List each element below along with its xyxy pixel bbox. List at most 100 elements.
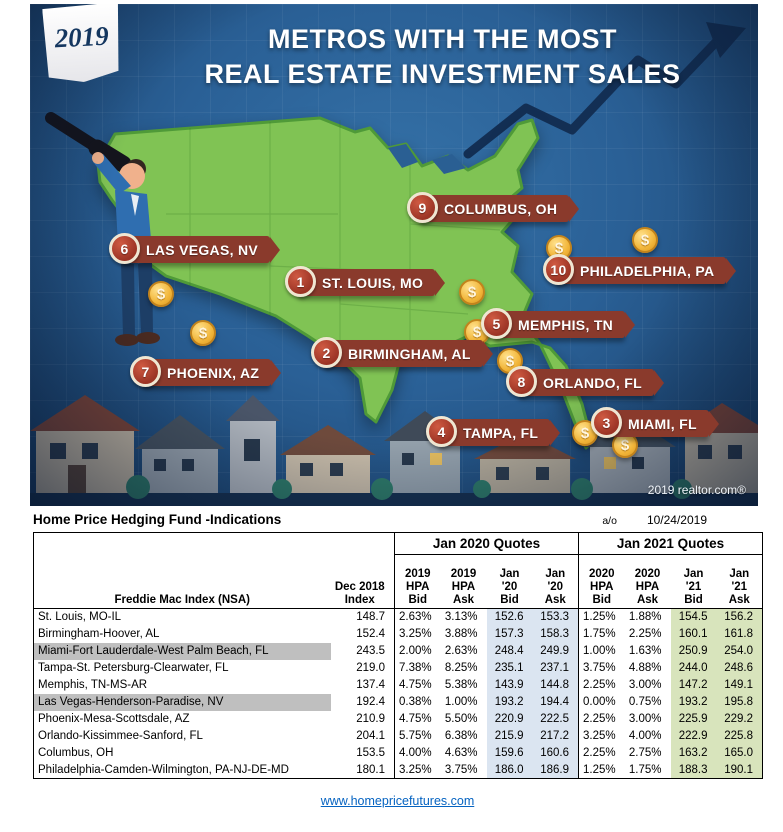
group-header-row: Jan 2020 Quotes Jan 2021 Quotes [34,532,763,555]
table-cell: 219.0 [356,662,385,674]
table-row: Philadelphia-Camden-Wilmington, PA-NJ-DE… [34,761,763,779]
table-cell: 160.6 [532,744,579,762]
rank-badge: 5 [481,308,512,339]
location-tag-phoenix: 7 PHOENIX, AZ [130,356,272,387]
table-cell: 5.38% [444,679,478,691]
table-cell: 229.2 [716,710,763,728]
header-line: HPA [590,581,614,593]
column-header-2019-hpa-ask: 2019 HPA Ask [440,554,487,609]
header-line: Bid [500,594,519,606]
table-cell: 220.9 [486,710,533,728]
header-line: 2019 [404,568,431,580]
header-line: Ask [636,594,659,606]
infographic-title-line1: METROS WITH THE MOST [268,24,617,54]
table-cell: 5.75% [394,727,441,745]
table-cell: 165.0 [716,744,763,762]
table-cell: 143.9 [486,676,533,694]
metro-name-cell: Birmingham-Hoover, AL [38,628,160,640]
table-row: St. Louis, MO-IL 148.7 2.63% 3.13% 152.6… [34,608,763,626]
dollar-sign: $ [620,436,630,454]
table-cell: 193.2 [486,693,533,711]
table-cell: 186.9 [532,761,579,779]
table-row: Orlando-Kissimmee-Sanford, FL 204.1 5.75… [34,727,763,745]
table-cell: 156.2 [716,608,763,626]
location-tag-birmingham: 2 BIRMINGHAM, AL [311,337,483,368]
group-header-jan2020: Jan 2020 Quotes [394,532,579,555]
header-line: 2019 [450,568,477,580]
location-tag-st-louis: 1 ST. LOUIS, MO [285,266,436,297]
table-cell: 154.5 [670,608,717,626]
table-cell: 243.5 [356,645,385,657]
metro-name-cell: Columbus, OH [38,747,114,759]
table-cell: 217.2 [532,727,579,745]
table-cell: 3.75% [578,659,625,677]
homepricefutures-link[interactable]: www.homepricefutures.com [320,794,475,808]
table-row: Las Vegas-Henderson-Paradise, NV 192.4 0… [33,693,763,711]
table-cell: 235.1 [486,659,533,677]
table-cell: 153.5 [356,747,385,759]
rank-badge: 3 [591,407,622,438]
coin-icon: $ [148,281,174,307]
dollar-sign: $ [467,283,477,301]
table-cell: 6.38% [444,730,478,742]
table-cell: 4.88% [628,662,662,674]
header-line: HPA [635,581,660,593]
year-ribbon-label: 2019 [53,20,110,53]
infographic: 2019 METROS WITH THE MOST REAL ESTATE IN… [30,4,758,506]
dollar-sign: $ [156,285,166,303]
location-tag-orlando: 8 ORLANDO, FL [506,366,654,397]
table-cell: 237.1 [532,659,579,677]
metro-name-cell: Philadelphia-Camden-Wilmington, PA-NJ-DE… [38,763,289,776]
table-cell: 2.25% [578,744,625,762]
table-cell: 4.63% [444,747,478,759]
column-header-jan20-bid: Jan '20 Bid [486,554,533,609]
table-cell: 215.9 [486,727,533,745]
table-cell: 2.25% [628,628,662,640]
header-line: 2020 [634,568,661,580]
quotes-table-wrapper: Jan 2020 Quotes Jan 2021 Quotes Freddie … [33,532,763,779]
header-line: '21 [731,581,748,593]
table-cell: 1.75% [578,625,625,643]
header-line: '20 [547,581,564,593]
table-cell: 2.25% [578,676,625,694]
table-cell: 1.88% [628,611,662,624]
coin-icon: $ [632,227,658,253]
metro-name-cell: Memphis, TN-MS-AR [38,679,148,691]
location-tag-label: TAMPA, FL [463,424,539,441]
table-cell: 225.9 [670,710,717,728]
group-header-jan2021: Jan 2021 Quotes [578,532,763,555]
table-cell: 0.75% [628,696,662,708]
header-line: Jan [499,568,520,580]
header-line: Ask [544,594,566,606]
quotes-table: Jan 2020 Quotes Jan 2021 Quotes Freddie … [33,532,763,779]
header-line: Jan [545,568,566,580]
table-cell: 149.1 [716,676,763,694]
table-row: Phoenix-Mesa-Scottsdale, AZ 210.9 4.75% … [34,710,763,728]
table-cell: 2.63% [394,608,441,626]
header-line: Jan [729,568,750,580]
footer: www.homepricefutures.com [33,792,762,810]
header-line: Bid [408,594,428,606]
table-cell: 152.6 [486,608,533,626]
header-line: 2020 [588,568,615,580]
location-tag-label: LAS VEGAS, NV [146,241,259,258]
column-header-jan20-ask: Jan '20 Ask [532,554,579,609]
section-header: Home Price Hedging Fund -Indications a/o… [33,512,762,527]
header-line: Ask [452,594,475,606]
column-header-2020-hpa-ask: 2020 HPA Ask [624,554,671,609]
location-tag-label: COLUMBUS, OH [444,200,558,217]
column-header-jan21-ask: Jan '21 Ask [716,554,763,609]
table-cell: 137.4 [356,679,385,691]
asof-date: 10/24/2019 [646,513,707,527]
table-cell: 160.1 [670,625,717,643]
table-cell: 2.25% [578,710,625,728]
table-cell: 188.3 [670,761,717,779]
table-row: Memphis, TN-MS-AR 137.4 4.75% 5.38% 143.… [34,676,763,694]
location-tag-columbus: 9 COLUMBUS, OH [407,192,570,223]
column-header-2020-hpa-bid: 2020 HPA Bid [578,554,625,609]
table-cell: 2.00% [394,642,441,660]
metro-name-cell: Phoenix-Mesa-Scottsdale, AZ [38,713,190,725]
infographic-title-line2: REAL ESTATE INVESTMENT SALES [204,59,681,89]
section-title: Home Price Hedging Fund -Indications [33,512,282,527]
